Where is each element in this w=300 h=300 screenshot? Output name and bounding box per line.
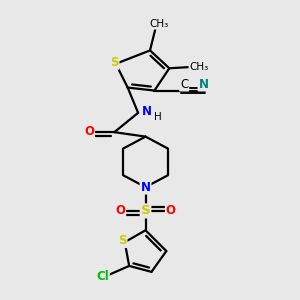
Text: O: O [115,203,125,217]
Text: S: S [141,204,150,218]
Text: N: N [199,77,208,91]
Text: Cl: Cl [96,270,109,283]
Text: N: N [140,181,151,194]
Text: CH₃: CH₃ [149,19,169,29]
Text: S: S [110,56,118,69]
Text: O: O [166,203,176,217]
Text: C: C [180,77,188,91]
Text: N: N [141,105,152,118]
Text: H: H [154,112,161,122]
Text: O: O [84,125,94,138]
Text: CH₃: CH₃ [189,62,209,72]
Text: S: S [118,234,127,247]
